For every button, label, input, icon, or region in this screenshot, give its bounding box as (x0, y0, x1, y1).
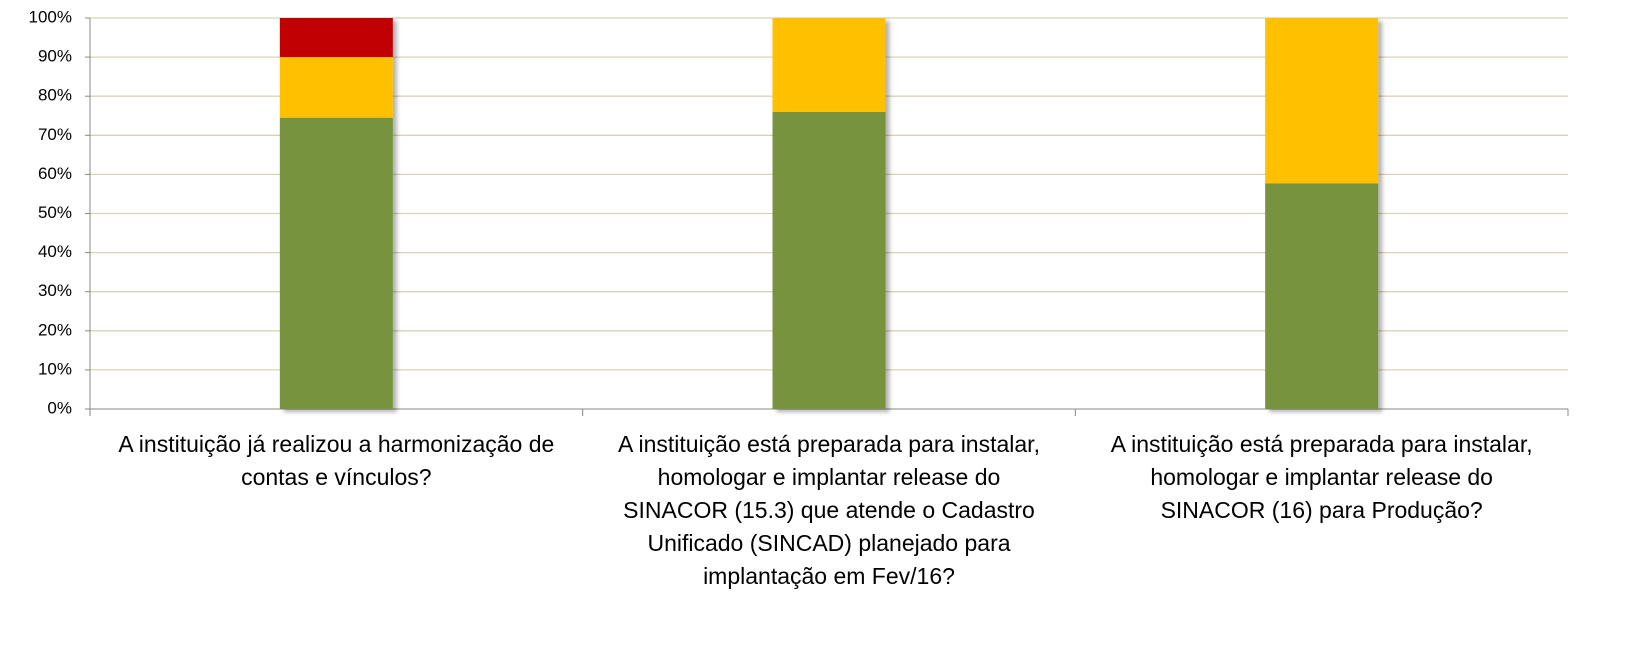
bar-segment (1265, 18, 1379, 184)
y-tick-label: 80% (38, 86, 72, 105)
y-tick-label: 10% (38, 359, 72, 378)
bar-segment (279, 18, 393, 58)
y-tick-label: 40% (38, 242, 72, 261)
bar-segment (1265, 183, 1379, 409)
x-tick-label: A instituição está preparada para instal… (1110, 431, 1533, 523)
y-tick-label: 0% (47, 398, 72, 417)
y-tick-label: 50% (38, 203, 72, 222)
bar-stack (279, 18, 393, 409)
y-tick-label: 20% (38, 320, 72, 339)
y-tick-label: 70% (38, 125, 72, 144)
bar-segment (772, 111, 886, 409)
y-tick-label: 100% (29, 7, 72, 26)
bar-segment (279, 57, 393, 118)
x-tick-label: A instituição está preparada para instal… (618, 431, 1040, 589)
y-tick-label: 30% (38, 281, 72, 300)
bar-segment (279, 117, 393, 409)
y-tick-label: 90% (38, 47, 72, 66)
x-tick-label: A instituição já realizou a harmonização… (118, 431, 555, 490)
bar-stack (772, 18, 886, 409)
bar-segment (772, 18, 886, 112)
bar-stack (1265, 18, 1379, 409)
y-tick-label: 60% (38, 164, 72, 183)
